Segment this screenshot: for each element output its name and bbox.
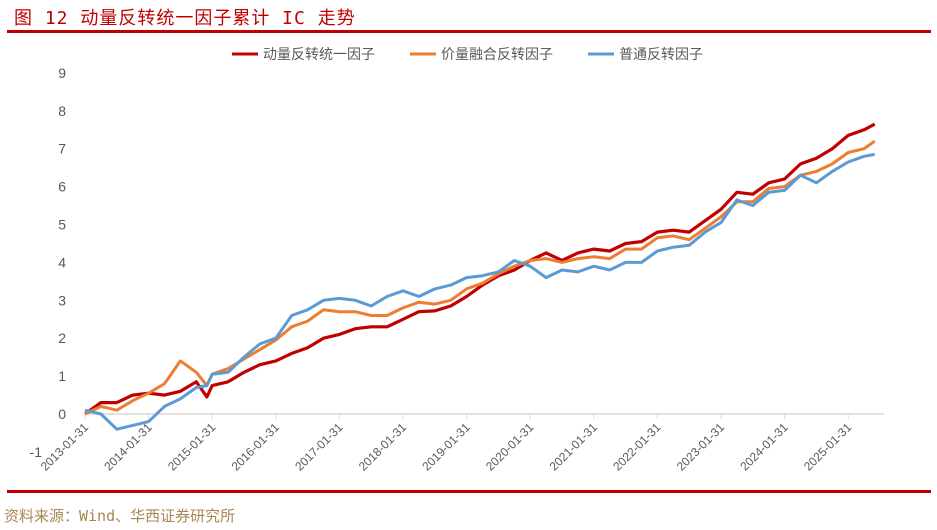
y-tick-label: 9 [58, 65, 66, 81]
legend-label: 价量融合反转因子 [441, 47, 553, 63]
x-tick-label: 2014-01-31 [101, 420, 155, 474]
series-line-3 [84, 152, 875, 431]
x-tick-label: 2025-01-31 [801, 420, 855, 474]
bottom-rule [7, 490, 931, 493]
series-line-2 [84, 139, 876, 416]
legend-label: 动量反转统一因子 [263, 47, 375, 63]
x-tick-label: 2024-01-31 [737, 420, 791, 474]
x-tick-label: 2016-01-31 [229, 420, 283, 474]
y-tick-label: 6 [58, 179, 66, 195]
y-tick-label: 0 [58, 406, 66, 422]
y-tick-label: -1 [30, 444, 43, 460]
y-tick-label: 8 [58, 103, 66, 119]
x-tick-label: 2021-01-31 [547, 420, 601, 474]
x-tick-label: 2023-01-31 [674, 420, 728, 474]
top-rule [7, 30, 931, 33]
x-tick-label: 2020-01-31 [483, 420, 537, 474]
y-tick-label: 4 [58, 254, 66, 270]
x-tick-label: 2018-01-31 [356, 420, 410, 474]
y-tick-label: 2 [58, 330, 66, 346]
y-tick-label: 1 [58, 368, 66, 384]
x-tick-label: 2015-01-31 [165, 420, 219, 474]
x-tick-label: 2017-01-31 [292, 420, 346, 474]
x-tick-label: 2013-01-31 [38, 420, 92, 474]
y-tick-label: 5 [58, 217, 66, 233]
x-tick-label: 2019-01-31 [419, 420, 473, 474]
series-line-1 [84, 122, 876, 416]
x-tick-label: 2022-01-31 [610, 420, 664, 474]
figure-title: 图 12 动量反转统一因子累计 IC 走势 [14, 8, 356, 29]
y-tick-label: 7 [58, 141, 66, 157]
y-tick-label: 3 [58, 292, 66, 308]
source-note: 资料来源：Wind、华西证券研究所 [4, 507, 236, 525]
legend-label: 普通反转因子 [619, 47, 703, 63]
